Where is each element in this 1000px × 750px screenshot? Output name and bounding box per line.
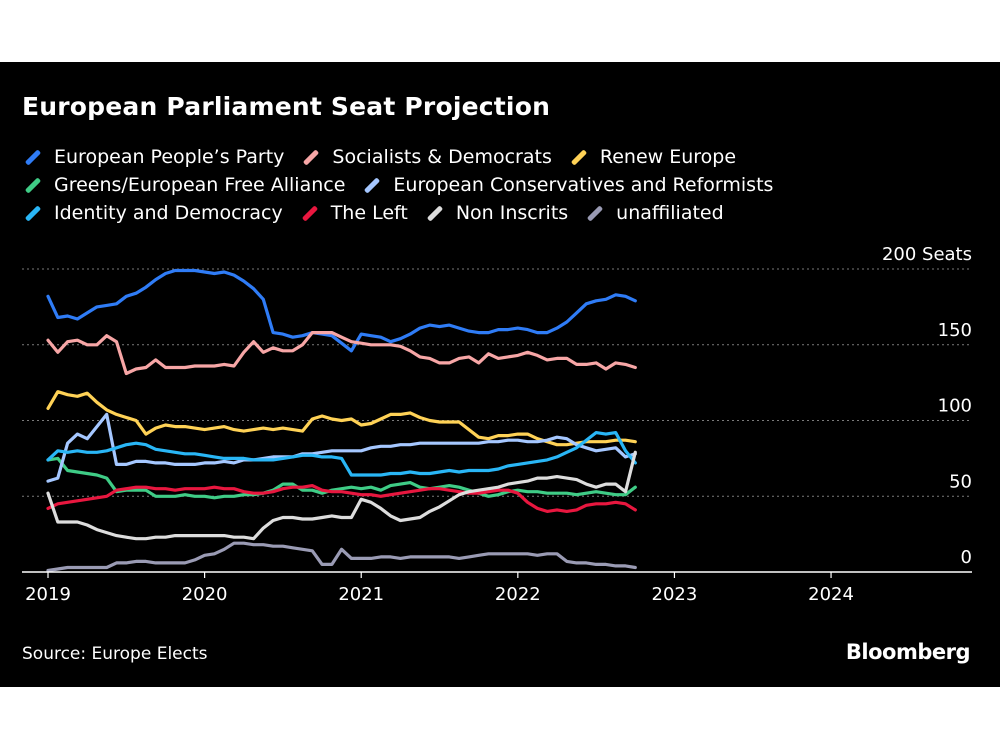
- legend-item-the-left: The Left: [299, 202, 408, 224]
- y-tick-label: 50: [949, 471, 972, 492]
- legend-label: unaffiliated: [616, 202, 724, 224]
- legend-label: The Left: [330, 202, 408, 224]
- legend-row-1: European People’s Party Socialists & Demo…: [22, 144, 752, 170]
- x-tick-label: 2023: [652, 584, 698, 605]
- source-note: Source: Europe Elects: [22, 644, 208, 664]
- legend-label: Renew Europe: [599, 146, 737, 168]
- series-line-identity-and-democracy: [46, 431, 637, 477]
- series-line-socialists-democrats: [46, 331, 637, 376]
- series-line-european-conservatives-and-reformists: [46, 412, 637, 483]
- y-tick-label: 100: [938, 396, 972, 417]
- series-line-non-inscrits: [46, 450, 637, 541]
- series-line-the-left: [46, 484, 637, 513]
- legend-label: Greens/European Free Alliance: [54, 174, 346, 196]
- legend-item-non-inscrits: Non Inscrits: [424, 202, 568, 224]
- chart-title: European Parliament Seat Projection: [22, 92, 551, 121]
- legend-item-identity-and-democracy: Identity and Democracy: [22, 202, 283, 224]
- legend-label: Socialists & Democrats: [332, 146, 552, 168]
- legend-item-socialists-democrats: Socialists & Democrats: [300, 146, 552, 168]
- x-tick-label: 2022: [495, 584, 541, 605]
- x-tick-label: 2019: [25, 584, 71, 605]
- legend-item-european-people-s-party: European People’s Party: [22, 146, 284, 168]
- series-line-european-people-s-party: [46, 268, 637, 353]
- legend-label: European People’s Party: [54, 146, 285, 168]
- legend-item-greens-european-free-alliance: Greens/European Free Alliance: [22, 174, 345, 196]
- legend-item-renew-europe: Renew Europe: [568, 146, 736, 168]
- bloomberg-logo: Bloomberg: [845, 640, 971, 664]
- series-line-greens-european-free-alliance: [46, 456, 637, 500]
- x-tick-label: 2021: [338, 584, 384, 605]
- y-tick-label: 0: [961, 547, 972, 568]
- series-line-renew-europe: [46, 390, 637, 447]
- legend-item-unaffiliated: unaffiliated: [584, 202, 724, 224]
- x-tick-label: 2020: [182, 584, 228, 605]
- chart-panel: European Parliament Seat Projection Euro…: [0, 62, 1000, 687]
- legend-row-2: Greens/European Free Alliance European Co…: [22, 172, 789, 198]
- x-tick-label: 2024: [808, 584, 854, 605]
- legend-label: Non Inscrits: [455, 202, 569, 224]
- legend-item-european-conservatives-and-reformists: European Conservatives and Reformists: [361, 174, 773, 196]
- legend-label: European Conservatives and Reformists: [393, 174, 774, 196]
- series-line-unaffiliated: [46, 541, 637, 573]
- y-tick-label: 200 Seats: [882, 244, 972, 265]
- legend-label: Identity and Democracy: [54, 202, 283, 224]
- legend-row-3: Identity and Democracy The Left Non Inscri…: [22, 200, 740, 226]
- line-chart: 200 Seats 150 100 50 0 2019 2020 2021 2022 2023 20…: [22, 244, 972, 605]
- y-tick-label: 150: [938, 320, 972, 341]
